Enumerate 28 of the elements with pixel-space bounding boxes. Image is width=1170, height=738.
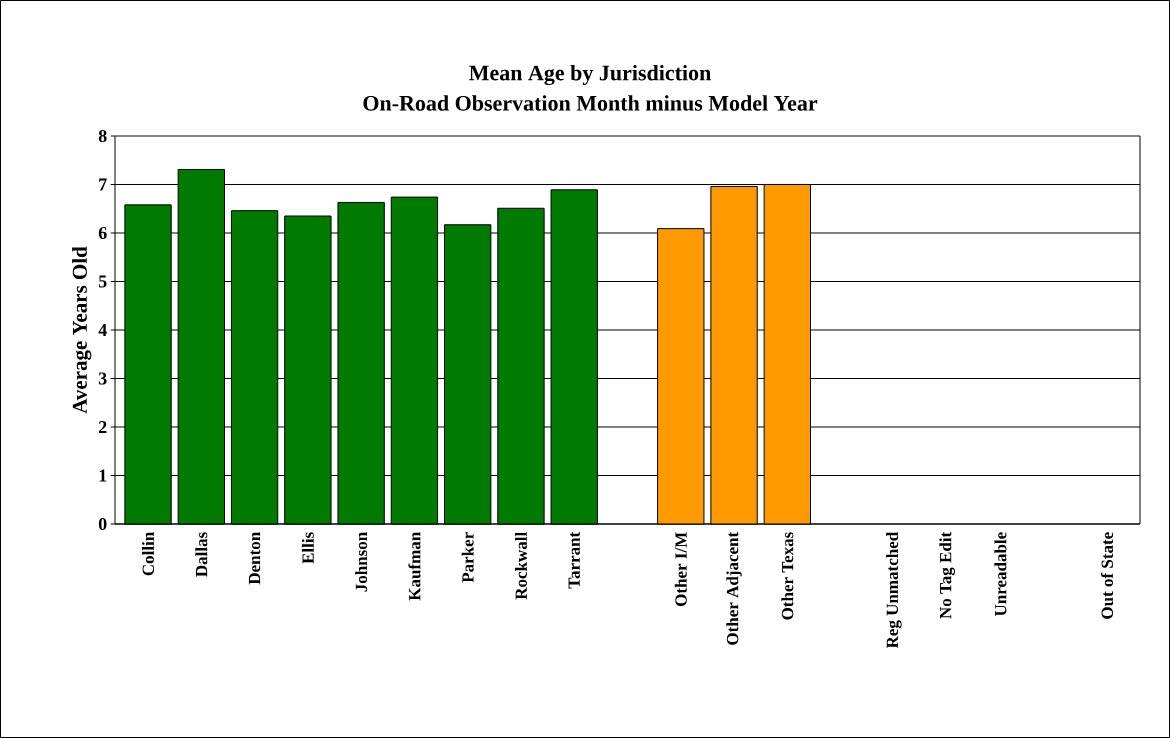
x-tick-label: Other I/M [674, 532, 687, 607]
chart-subtitle: On-Road Observation Month minus Model Year [363, 95, 818, 111]
x-tick-label: Collin [142, 532, 155, 576]
x-tick-label: Kaufman [408, 532, 421, 601]
x-tick-label: Other Texas [781, 532, 794, 620]
y-tick-label: 6 [98, 226, 107, 240]
y-tick-label: 8 [98, 129, 107, 143]
y-tick-label: 4 [98, 324, 107, 336]
x-tick-label: Tarrant [568, 531, 580, 589]
y-axis-title: Average Years Old [72, 246, 92, 414]
x-tick-label: No Tag Edit [939, 531, 955, 619]
y-tick-label: 1 [99, 469, 107, 482]
y-tick-label: 2 [98, 421, 107, 433]
y-tick-label: 3 [98, 372, 107, 385]
x-tick-label: Rockwall [514, 532, 527, 600]
y-tick-label: 5 [98, 275, 107, 288]
x-tick-label: Out of State [1100, 532, 1114, 619]
x-tick-label: Dallas [195, 532, 208, 577]
y-tick-label: 0 [98, 517, 107, 531]
x-tick-label: Reg Unmatched [886, 531, 902, 649]
x-tick-label: Denton [248, 532, 261, 585]
x-tick-label: Parker [461, 532, 474, 583]
x-tick-label: Unreadable [994, 532, 1007, 617]
x-tick-label: Other Adjacent [726, 531, 742, 645]
chart-title: Mean Age by Jurisdiction [469, 64, 711, 86]
y-tick-label: 7 [99, 178, 107, 191]
x-tick-label: Ellis [301, 532, 314, 564]
x-tick-label: Johnson [355, 532, 368, 592]
